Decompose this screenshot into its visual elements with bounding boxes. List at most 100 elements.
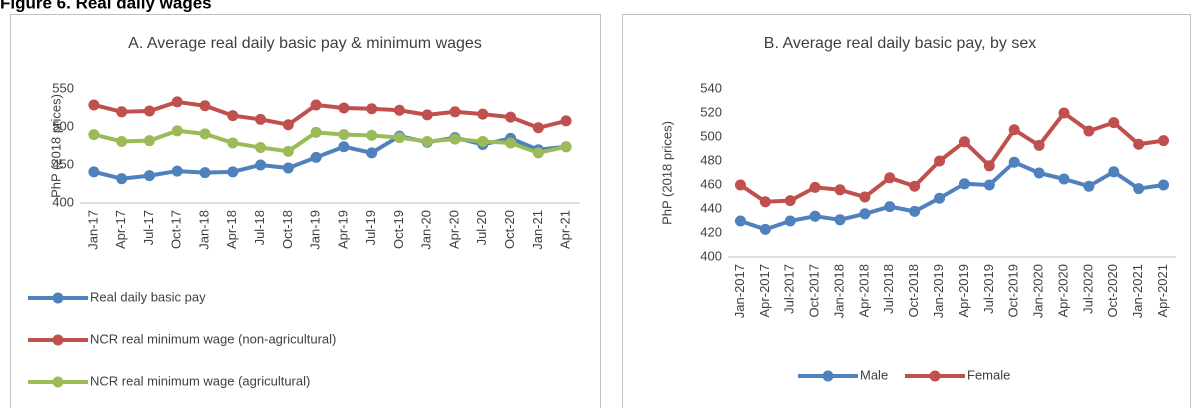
marker bbox=[116, 173, 128, 185]
marker bbox=[449, 133, 461, 145]
marker bbox=[449, 106, 461, 118]
x-tick-label: Oct-2020 bbox=[1105, 264, 1120, 317]
x-tick-label: Jul-20 bbox=[474, 210, 489, 245]
x-tick-label: Oct-2017 bbox=[807, 264, 822, 317]
x-tick-label: Apr-20 bbox=[446, 210, 461, 249]
legend-marker bbox=[52, 292, 64, 304]
x-tick-label: Jul-19 bbox=[363, 210, 378, 245]
marker bbox=[199, 128, 211, 140]
x-tick-label: Apr-2017 bbox=[757, 264, 772, 317]
marker bbox=[532, 122, 544, 134]
marker bbox=[143, 105, 155, 117]
marker bbox=[884, 201, 896, 213]
marker bbox=[1108, 117, 1120, 129]
legend-label: Female bbox=[967, 367, 1010, 382]
x-tick-label: Jul-2019 bbox=[981, 264, 996, 314]
marker bbox=[560, 115, 572, 127]
marker bbox=[809, 210, 821, 222]
marker bbox=[834, 184, 846, 196]
marker bbox=[255, 142, 267, 154]
x-tick-label: Jan-2017 bbox=[732, 264, 747, 318]
series-line bbox=[93, 99, 567, 130]
marker bbox=[227, 166, 239, 178]
marker bbox=[393, 104, 405, 116]
x-tick-label: Oct-20 bbox=[502, 210, 517, 249]
marker bbox=[366, 129, 378, 141]
y-tick-label: 420 bbox=[700, 224, 722, 239]
marker bbox=[1158, 135, 1170, 147]
y-tick-label: 450 bbox=[52, 156, 74, 171]
x-tick-label: Apr-2018 bbox=[856, 264, 871, 317]
marker bbox=[909, 205, 921, 217]
marker bbox=[310, 151, 322, 163]
marker bbox=[227, 110, 239, 122]
marker bbox=[834, 214, 846, 226]
chart-title: B. Average real daily basic pay, by sex bbox=[764, 35, 1036, 52]
marker bbox=[1158, 179, 1170, 191]
marker bbox=[171, 165, 183, 177]
legend-marker bbox=[822, 370, 834, 382]
marker bbox=[393, 132, 405, 144]
marker bbox=[88, 129, 100, 141]
y-tick-label: 440 bbox=[700, 200, 722, 215]
marker bbox=[338, 141, 350, 153]
y-tick-label: 400 bbox=[700, 248, 722, 263]
y-tick-label: 500 bbox=[700, 128, 722, 143]
marker bbox=[255, 159, 267, 171]
marker bbox=[934, 192, 946, 204]
y-tick-label: 540 bbox=[700, 80, 722, 95]
x-tick-label: Jul-2018 bbox=[881, 264, 896, 314]
marker bbox=[477, 108, 489, 120]
marker bbox=[1083, 180, 1095, 192]
x-tick-label: Jan-17 bbox=[85, 210, 100, 250]
marker bbox=[958, 178, 970, 190]
x-tick-label: Jul-17 bbox=[141, 210, 156, 245]
chart-b-frame bbox=[622, 14, 1191, 408]
marker bbox=[958, 136, 970, 148]
y-tick-label: 460 bbox=[700, 176, 722, 191]
x-tick-label: Jul-2017 bbox=[782, 264, 797, 314]
marker bbox=[759, 223, 771, 235]
marker bbox=[366, 147, 378, 159]
marker bbox=[477, 135, 489, 147]
x-tick-label: Jan-18 bbox=[196, 210, 211, 250]
y-axis-label: PhP (2018 prices) bbox=[48, 94, 63, 198]
marker bbox=[310, 99, 322, 111]
y-tick-label: 550 bbox=[52, 80, 74, 95]
marker bbox=[734, 179, 746, 191]
x-tick-label: Jan-21 bbox=[530, 210, 545, 250]
marker bbox=[282, 145, 294, 157]
marker bbox=[116, 135, 128, 147]
marker bbox=[859, 208, 871, 220]
marker bbox=[759, 196, 771, 208]
marker bbox=[560, 141, 572, 153]
marker bbox=[199, 100, 211, 112]
figure-title: Figure 6. Real daily wages bbox=[0, 0, 212, 12]
legend-marker bbox=[52, 376, 64, 388]
marker bbox=[884, 172, 896, 184]
legend-label: NCR real minimum wage (agricultural) bbox=[90, 373, 310, 388]
marker bbox=[784, 195, 796, 207]
marker bbox=[809, 181, 821, 193]
marker bbox=[366, 103, 378, 115]
series-line bbox=[93, 128, 567, 155]
marker bbox=[1033, 167, 1045, 179]
x-tick-label: Jul-2020 bbox=[1080, 264, 1095, 314]
marker bbox=[505, 111, 517, 123]
y-tick-label: 480 bbox=[700, 152, 722, 167]
marker bbox=[532, 147, 544, 159]
x-tick-label: Apr-2020 bbox=[1055, 264, 1070, 317]
chart-a-frame bbox=[10, 14, 601, 408]
marker bbox=[171, 96, 183, 108]
series-line bbox=[739, 111, 1164, 204]
marker bbox=[1033, 139, 1045, 151]
x-tick-label: Jan-2020 bbox=[1031, 264, 1046, 318]
marker bbox=[1083, 125, 1095, 137]
marker bbox=[171, 125, 183, 137]
legend-label: Real daily basic pay bbox=[90, 289, 206, 304]
marker bbox=[227, 137, 239, 149]
marker bbox=[338, 129, 350, 141]
marker bbox=[282, 162, 294, 174]
